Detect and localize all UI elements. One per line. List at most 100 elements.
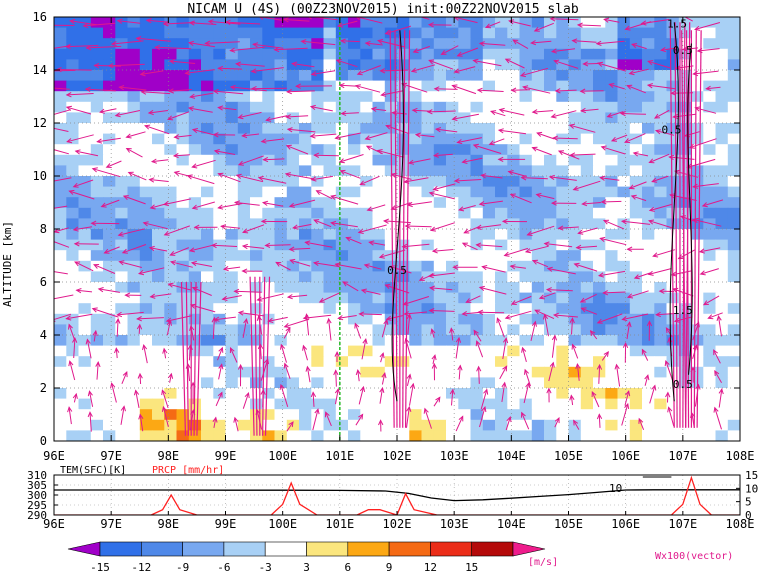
field-cell bbox=[421, 324, 435, 336]
field-cell bbox=[372, 356, 386, 368]
field-cell bbox=[727, 229, 740, 241]
field-cell bbox=[605, 154, 619, 166]
field-cell bbox=[678, 282, 692, 294]
wind-vector-head bbox=[633, 274, 640, 280]
wind-vector bbox=[189, 244, 216, 252]
field-cell bbox=[605, 48, 619, 60]
field-cell bbox=[691, 186, 704, 198]
field-cell bbox=[201, 430, 214, 441]
wind-vector bbox=[693, 219, 722, 227]
field-cell bbox=[225, 388, 239, 400]
field-cell bbox=[556, 377, 570, 389]
field-cell bbox=[311, 239, 325, 251]
field-cell bbox=[54, 80, 67, 92]
wind-vector-head bbox=[379, 68, 386, 74]
field-cell bbox=[568, 239, 582, 251]
wind-vector bbox=[340, 170, 361, 179]
field-cell bbox=[715, 366, 729, 378]
field-cell bbox=[66, 239, 80, 251]
wind-vector bbox=[604, 18, 620, 23]
field-cell bbox=[335, 176, 349, 188]
field-cell bbox=[544, 123, 557, 135]
field-cell bbox=[103, 17, 116, 29]
field-cell bbox=[507, 123, 521, 135]
wind-vector bbox=[290, 259, 311, 267]
field-cell bbox=[703, 366, 717, 378]
field-cell bbox=[519, 17, 533, 29]
field-cell bbox=[274, 430, 288, 441]
field-cell bbox=[323, 409, 337, 421]
wind-vector-head bbox=[488, 140, 495, 146]
field-cell bbox=[446, 165, 459, 177]
field-cell bbox=[176, 207, 190, 219]
x-tick-label: 108E bbox=[726, 449, 755, 463]
field-cell bbox=[103, 303, 116, 315]
field-cell bbox=[90, 154, 104, 166]
field-cell bbox=[348, 176, 361, 188]
wind-vector bbox=[578, 227, 598, 234]
x-axis-ticks: 96E 97E 98E 99E 100E 101E 102E 103E 104E 105E 106E… bbox=[43, 17, 754, 463]
field-cell bbox=[176, 377, 190, 389]
field-cell bbox=[470, 207, 484, 219]
field-cell bbox=[421, 186, 435, 198]
wind-vector-head bbox=[606, 112, 613, 118]
field-cell bbox=[201, 101, 214, 113]
field-cell bbox=[421, 91, 435, 103]
field-cell bbox=[164, 419, 178, 431]
field-cell bbox=[299, 250, 312, 262]
wind-vector bbox=[436, 128, 458, 133]
field-cell bbox=[666, 80, 680, 92]
field-cell bbox=[654, 133, 668, 145]
field-cell bbox=[691, 80, 704, 92]
field-cell bbox=[103, 388, 116, 400]
field-cell bbox=[715, 197, 729, 209]
wind-vector-head bbox=[379, 352, 385, 359]
field-cell bbox=[90, 419, 104, 431]
field-cell bbox=[323, 250, 337, 262]
wind-vector bbox=[365, 42, 383, 46]
wind-vector-head bbox=[291, 61, 298, 67]
field-cell bbox=[250, 154, 263, 166]
wind-vector-head bbox=[426, 109, 433, 115]
field-cell bbox=[360, 366, 374, 378]
field-cell bbox=[715, 144, 729, 156]
field-cell bbox=[286, 303, 300, 315]
field-cell bbox=[274, 176, 288, 188]
field-cell bbox=[274, 27, 288, 39]
field-cell bbox=[531, 123, 545, 135]
wind-vector bbox=[260, 359, 269, 381]
field-cell bbox=[470, 260, 484, 272]
field-cell bbox=[605, 388, 619, 400]
wind-vector-head bbox=[154, 44, 161, 51]
wind-vector bbox=[86, 339, 92, 359]
field-cell bbox=[470, 165, 484, 177]
field-cell bbox=[164, 154, 178, 166]
wind-vector bbox=[117, 311, 144, 316]
field-cell bbox=[54, 165, 67, 177]
field-cell bbox=[152, 398, 165, 410]
field-cell bbox=[421, 17, 435, 29]
field-cell bbox=[299, 133, 312, 145]
field-cell bbox=[237, 154, 251, 166]
field-cell bbox=[593, 303, 606, 315]
wind-vector bbox=[498, 129, 527, 135]
field-cell bbox=[507, 133, 521, 145]
wind-vector bbox=[190, 92, 214, 98]
field-cell bbox=[274, 80, 288, 92]
field-cell bbox=[225, 271, 239, 283]
field-cell bbox=[286, 133, 300, 145]
field-cell bbox=[727, 27, 740, 39]
field-cell bbox=[103, 165, 116, 177]
field-cell bbox=[642, 313, 655, 325]
field-cell bbox=[556, 292, 570, 304]
field-cell bbox=[458, 80, 472, 92]
field-cell bbox=[433, 91, 447, 103]
field-cell bbox=[188, 207, 202, 219]
field-cell bbox=[164, 165, 178, 177]
field-cell bbox=[139, 292, 153, 304]
wind-vector bbox=[192, 159, 216, 168]
wind-vector-head bbox=[582, 61, 589, 67]
field-cell bbox=[593, 112, 606, 124]
wind-vector-head bbox=[273, 46, 280, 53]
field-cell bbox=[703, 165, 717, 177]
